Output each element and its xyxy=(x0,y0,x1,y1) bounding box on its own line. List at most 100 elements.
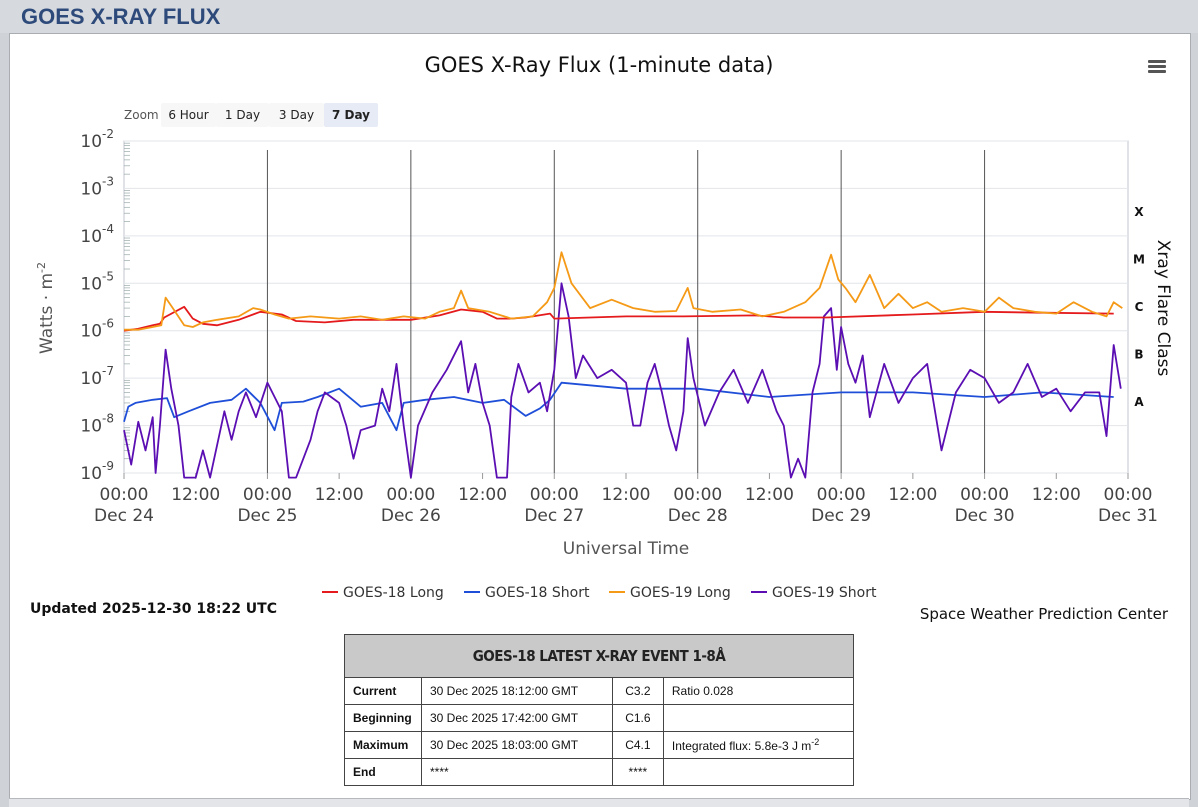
row-label: End xyxy=(344,758,422,786)
row-time: 30 Dec 2025 17:42:00 GMT xyxy=(421,704,613,732)
y-tick-exponent: -6 xyxy=(102,317,114,331)
legend-label: GOES-18 Short xyxy=(485,585,590,601)
hamburger-menu-icon[interactable] xyxy=(1148,60,1166,73)
x-tick-date: Dec 28 xyxy=(668,506,728,526)
y-tick-exponent: -9 xyxy=(102,459,114,473)
plot-area: 10-910-810-710-610-510-410-310-200:00Dec… xyxy=(80,127,1158,526)
row-class: C3.2 xyxy=(611,677,664,705)
zoom-button-6-hour[interactable]: 6 Hour xyxy=(161,103,216,127)
y-axis-title-sup: -2 xyxy=(35,262,48,273)
zoom-button-label: 6 Hour xyxy=(168,108,208,122)
x-tick-date: Dec 24 xyxy=(94,506,154,526)
x-tick-time: 12:00 xyxy=(745,485,794,505)
event-table-title: GOES-18 LATEST X-RAY EVENT 1-8Å xyxy=(344,634,854,678)
legend-label: GOES-19 Long xyxy=(630,585,731,601)
zoom-label: Zoom xyxy=(124,108,159,122)
x-tick-time: 00:00 xyxy=(100,485,149,505)
y-tick-label: 10-3 xyxy=(80,174,114,199)
table-row: Beginning 30 Dec 2025 17:42:00 GMT C1.6 xyxy=(344,704,855,732)
y-tick-exponent: -8 xyxy=(102,412,114,426)
legend-item[interactable]: GOES-19 Short xyxy=(751,585,877,601)
row-class: **** xyxy=(611,758,664,786)
bottom-strip xyxy=(9,798,1189,807)
y-tick-label: 10-6 xyxy=(80,317,114,342)
row-note xyxy=(662,704,855,732)
x-tick-time: 00:00 xyxy=(673,485,722,505)
y-tick-label: 10-4 xyxy=(80,222,114,247)
x-tick-time: 00:00 xyxy=(960,485,1009,505)
flare-class-c: C xyxy=(1135,300,1144,314)
y-tick-base: 10 xyxy=(80,132,102,152)
legend-label: GOES-19 Short xyxy=(772,585,877,601)
zoom-button-label: 1 Day xyxy=(225,108,260,122)
x-tick-time: 12:00 xyxy=(602,485,651,505)
zoom-button-bg xyxy=(324,103,378,127)
table-row: Current 30 Dec 2025 18:12:00 GMT C3.2 Ra… xyxy=(344,677,855,705)
x-tick-date: Dec 26 xyxy=(381,506,441,526)
y-tick-base: 10 xyxy=(80,274,102,294)
x-tick-date: Dec 30 xyxy=(955,506,1015,526)
right-axis-title: Xray Flare Class xyxy=(1153,240,1173,377)
row-label: Current xyxy=(344,677,422,705)
x-tick-date: Dec 29 xyxy=(811,506,871,526)
y-axis-title-text: Watts · m xyxy=(37,273,57,354)
y-tick-base: 10 xyxy=(80,227,102,247)
zoom-button-bg xyxy=(216,103,269,127)
series-line-goes-18-short xyxy=(123,381,1114,432)
zoom-button-3-day[interactable]: 3 Day xyxy=(269,103,324,127)
chart-title: GOES X-Ray Flux (1-minute data) xyxy=(425,53,774,77)
row-time: **** xyxy=(421,758,613,786)
x-tick-time: 00:00 xyxy=(530,485,579,505)
y-tick-base: 10 xyxy=(80,322,102,342)
x-tick-time: 12:00 xyxy=(1032,485,1081,505)
row-label: Beginning xyxy=(344,704,422,732)
latest-event-table: GOES-18 LATEST X-RAY EVENT 1-8Å Current … xyxy=(344,634,855,786)
x-tick-date: Dec 27 xyxy=(524,506,584,526)
legend-item[interactable]: GOES-18 Long xyxy=(322,585,444,601)
x-tick-time: 12:00 xyxy=(458,485,507,505)
y-tick-base: 10 xyxy=(80,369,102,389)
y-tick-base: 10 xyxy=(80,417,102,437)
page-header: GOES X-RAY FLUX xyxy=(0,0,1198,33)
legend: GOES-18 Long GOES-18 Short GOES-19 Long GOE… xyxy=(322,585,877,601)
zoom-button-bg xyxy=(161,103,216,127)
x-tick-time: 00:00 xyxy=(243,485,292,505)
y-tick-base: 10 xyxy=(80,179,102,199)
updated-timestamp: Updated 2025-12-30 18:22 UTC xyxy=(30,601,277,617)
x-tick-time: 00:00 xyxy=(1104,485,1153,505)
series-line-goes-19-short xyxy=(123,282,1122,479)
x-tick-time: 12:00 xyxy=(888,485,937,505)
y-tick-exponent: -5 xyxy=(102,269,114,283)
series-line-goes-19-long xyxy=(124,251,1123,331)
zoom-button-label: 3 Day xyxy=(279,108,314,122)
x-tick-date: Dec 31 xyxy=(1098,506,1158,526)
zoom-button-bg xyxy=(269,103,324,127)
zoom-button-1-day[interactable]: 1 Day xyxy=(216,103,269,127)
x-axis-title: Universal Time xyxy=(563,539,689,559)
row-note: Integrated flux: 5.8e-3 J m-2 xyxy=(662,731,855,759)
row-note xyxy=(662,758,855,786)
zoom-button-7-day[interactable]: 7 Day xyxy=(324,103,378,127)
flare-class-b: B xyxy=(1134,347,1143,361)
row-time: 30 Dec 2025 18:03:00 GMT xyxy=(421,731,613,759)
x-tick-time: 12:00 xyxy=(171,485,220,505)
table-row: Maximum 30 Dec 2025 18:03:00 GMT C4.1 In… xyxy=(344,731,855,759)
y-tick-label: 10-8 xyxy=(80,412,114,437)
y-tick-exponent: -2 xyxy=(102,127,114,141)
plot-frame xyxy=(123,140,1129,474)
y-tick-exponent: -7 xyxy=(102,364,114,378)
legend-item[interactable]: GOES-18 Short xyxy=(464,585,590,601)
flare-class-x: X xyxy=(1134,205,1144,219)
y-tick-base: 10 xyxy=(80,464,102,484)
flare-class-a: A xyxy=(1134,395,1144,409)
y-tick-label: 10-2 xyxy=(80,127,114,152)
legend-item[interactable]: GOES-19 Long xyxy=(609,585,731,601)
legend-label: GOES-18 Long xyxy=(343,585,444,601)
zoom-buttons: 6 Hour 1 Day 3 Day 7 Day xyxy=(161,103,378,127)
series-line-goes-18-long xyxy=(123,305,1114,332)
row-class: C1.6 xyxy=(611,704,664,732)
row-note: Ratio 0.028 xyxy=(662,677,855,705)
row-note-text: Integrated flux: 5.8e-3 J m xyxy=(671,739,812,753)
flare-class-m: M xyxy=(1133,253,1145,267)
x-tick-date: Dec 25 xyxy=(237,506,297,526)
